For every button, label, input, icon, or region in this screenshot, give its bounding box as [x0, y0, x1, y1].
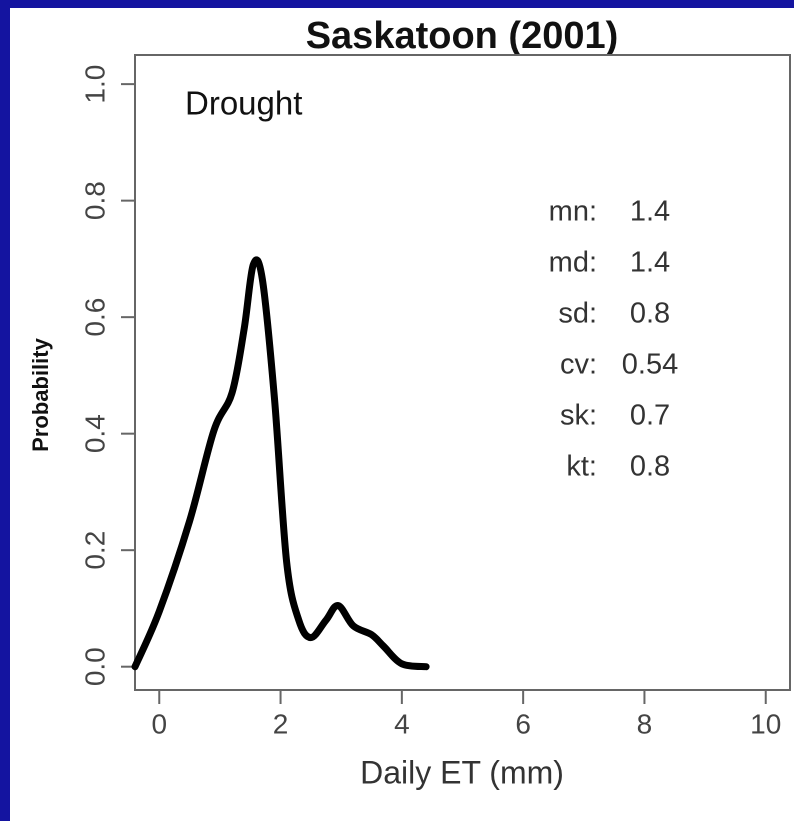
density-line	[131, 256, 430, 671]
x-tick-label: 0	[151, 708, 167, 739]
y-axis-label: Probability	[28, 337, 53, 451]
stat-value: 0.8	[630, 298, 670, 330]
stat-label: md:	[549, 247, 597, 279]
stat-label: kt:	[566, 451, 597, 483]
x-tick-label: 6	[515, 708, 531, 739]
stat-label: sk:	[560, 400, 597, 432]
x-tick-label: 2	[273, 708, 289, 739]
y-tick-label: 0.4	[79, 414, 110, 453]
y-tick-label: 0.2	[79, 531, 110, 570]
x-tick-label: 4	[394, 708, 410, 739]
y-tick-label: 0.6	[79, 298, 110, 337]
stat-value: 1.4	[630, 196, 670, 228]
stat-value: 0.54	[622, 349, 678, 381]
stat-label: cv:	[560, 349, 597, 381]
stat-label: sd:	[558, 298, 597, 330]
chart-title: Saskatoon (2001)	[306, 15, 619, 57]
y-tick-label: 0.0	[79, 647, 110, 686]
x-tick-label: 10	[750, 708, 781, 739]
x-axis-label: Daily ET (mm)	[360, 754, 564, 790]
y-tick-label: 1.0	[79, 65, 110, 104]
stat-value: 1.4	[630, 247, 670, 279]
y-tick-label: 0.8	[79, 181, 110, 220]
plot-frame	[134, 54, 791, 691]
x-tick-label: 8	[637, 708, 653, 739]
chart-background	[10, 8, 794, 821]
annotation: Drought	[185, 85, 302, 122]
stat-label: mn:	[549, 196, 597, 228]
stat-value: 0.7	[630, 400, 670, 432]
stat-value: 0.8	[630, 451, 670, 483]
